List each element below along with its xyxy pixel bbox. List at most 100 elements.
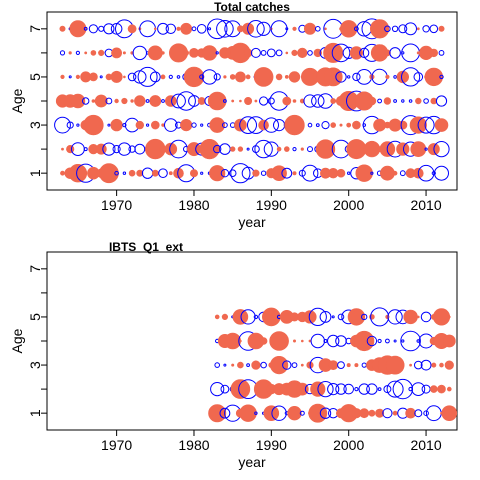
negative-residual-bubble [191, 122, 197, 128]
negative-residual-bubble [401, 99, 405, 103]
negative-residual-bubble [337, 361, 345, 370]
positive-residual-bubble [415, 97, 422, 105]
positive-residual-bubble [70, 93, 86, 109]
positive-residual-bubble [176, 26, 181, 31]
positive-residual-bubble [346, 363, 351, 368]
negative-residual-bubble [161, 99, 165, 103]
positive-residual-bubble [328, 360, 339, 370]
positive-residual-bubble [94, 94, 108, 108]
positive-residual-bubble [147, 45, 163, 61]
positive-residual-bubble [323, 42, 344, 63]
negative-residual-bubble [315, 26, 321, 32]
negative-residual-bubble [370, 171, 374, 175]
positive-residual-bubble [292, 171, 297, 176]
positive-residual-bubble [323, 67, 343, 87]
positive-residual-bubble [60, 74, 65, 79]
positive-residual-bubble [291, 49, 298, 57]
negative-residual-bubble [128, 145, 136, 153]
positive-residual-bubble [284, 75, 289, 79]
positive-residual-bubble [183, 66, 205, 88]
negative-residual-bubble [230, 163, 251, 184]
positive-residual-bubble [303, 22, 316, 35]
negative-residual-bubble [347, 75, 351, 79]
chart-title: IBTS_Q1_ext [109, 240, 183, 254]
negative-residual-bubble [200, 123, 204, 127]
negative-residual-bubble [250, 47, 261, 58]
positive-residual-bubble [429, 385, 438, 393]
negative-residual-bubble [301, 164, 319, 182]
positive-residual-bubble [430, 97, 438, 105]
positive-residual-bubble [231, 363, 235, 367]
negative-residual-bubble [321, 121, 330, 130]
positive-residual-bubble [437, 384, 446, 394]
negative-residual-bubble [310, 333, 325, 349]
negative-residual-bubble [254, 411, 258, 415]
y-tick-label: 5 [27, 73, 43, 81]
negative-residual-bubble [399, 170, 406, 177]
x-tick-label: 1990 [256, 437, 287, 453]
positive-residual-bubble [442, 334, 456, 348]
positive-residual-bubble [434, 118, 449, 132]
negative-residual-bubble [281, 167, 293, 179]
positive-residual-bubble [253, 67, 274, 87]
negative-residual-bubble [98, 25, 105, 32]
negative-residual-bubble [413, 72, 424, 82]
y-axis-label: Age [9, 328, 25, 353]
negative-residual-bubble [417, 164, 435, 182]
negative-residual-bubble [414, 360, 423, 370]
negative-residual-bubble [219, 407, 231, 419]
positive-residual-bubble [151, 169, 159, 177]
positive-residual-bubble [300, 147, 304, 151]
axes: 1970 1980 1990 2000 2010 1 3 5 7 [27, 25, 442, 213]
positive-residual-bubble [313, 48, 322, 58]
negative-residual-bubble [146, 123, 150, 127]
negative-residual-bubble [401, 67, 421, 87]
positive-residual-bubble [149, 95, 162, 107]
negative-residual-bubble [335, 71, 347, 83]
negative-residual-bubble [246, 363, 251, 368]
negative-residual-bubble [423, 98, 429, 104]
negative-residual-bubble [331, 315, 335, 319]
positive-residual-bubble [232, 309, 249, 325]
negative-residual-bubble [307, 122, 313, 128]
positive-residual-bubble [385, 314, 390, 320]
positive-residual-bubble [68, 164, 88, 183]
positive-residual-bubble [164, 142, 178, 156]
positive-residual-bubble [221, 313, 228, 321]
negative-residual-bubble [317, 381, 334, 398]
y-tick-label: 3 [27, 361, 43, 369]
negative-residual-bubble [164, 118, 178, 132]
positive-residual-bubble [383, 49, 391, 57]
negative-residual-bubble [404, 22, 418, 36]
negative-residual-bubble [435, 95, 448, 107]
negative-residual-bubble [327, 334, 340, 348]
y-tick-label: 7 [27, 265, 43, 273]
negative-residual-bubble [271, 405, 287, 421]
negative-residual-bubble [117, 142, 132, 156]
negative-residual-bubble [252, 145, 260, 154]
positive-residual-bubble [242, 22, 255, 35]
negative-residual-bubble [213, 144, 222, 154]
x-tick-label: 1980 [178, 437, 209, 453]
negative-residual-bubble [122, 171, 127, 175]
negative-residual-bubble [299, 410, 305, 416]
positive-residual-bubble [269, 331, 289, 351]
positive-residual-bubble [447, 315, 451, 319]
positive-residual-bubble [300, 123, 304, 127]
positive-residual-bubble [99, 163, 119, 184]
y-axis-label: Age [9, 88, 25, 113]
negative-residual-bubble [260, 361, 267, 369]
negative-residual-bubble [275, 49, 283, 57]
negative-residual-bubble [171, 93, 186, 109]
negative-residual-bubble [266, 48, 276, 58]
negative-residual-bubble [105, 97, 113, 105]
positive-residual-bubble [128, 169, 136, 177]
negative-residual-bubble [354, 26, 359, 32]
positive-residual-bubble [231, 99, 235, 103]
positive-residual-bubble [237, 146, 244, 152]
positive-residual-bubble [68, 51, 72, 55]
negative-residual-bubble [361, 313, 368, 321]
positive-residual-bubble [66, 145, 75, 154]
negative-residual-bubble [176, 91, 196, 111]
positive-residual-bubble [324, 27, 327, 31]
